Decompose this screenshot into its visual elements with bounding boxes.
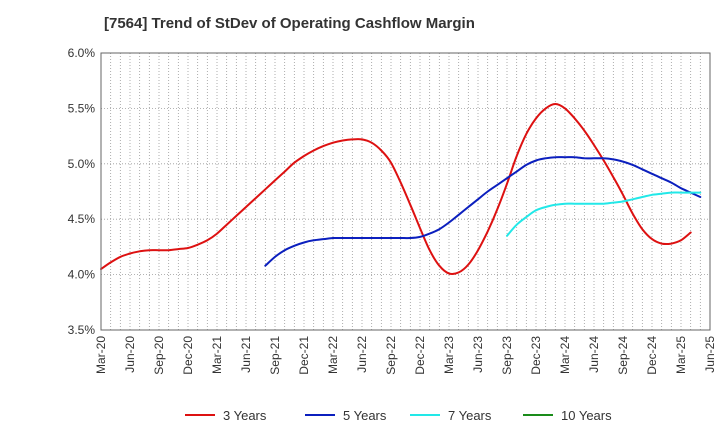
legend-label: 10 Years: [561, 408, 612, 423]
x-tick-label: Mar-21: [210, 336, 224, 374]
legend-item: 3 Years: [185, 408, 267, 423]
x-tick-label: Mar-22: [326, 336, 340, 374]
series-line-3-years: [100, 103, 692, 276]
legend: 3 Years 5 Years 7 Years 10 Years: [185, 408, 612, 423]
x-tick-label: Jun-23: [471, 336, 485, 373]
series-line-7-years: [506, 191, 702, 237]
x-tick-label: Sep-21: [268, 336, 282, 375]
x-tick-label: Jun-22: [355, 336, 369, 373]
x-tick-label: Jun-24: [587, 336, 601, 373]
x-tick-label: Sep-23: [500, 336, 514, 375]
x-tick-label: Dec-20: [181, 336, 195, 375]
y-tick-label: 4.5%: [68, 212, 96, 226]
axis-layer: 3.5% 4.0% 4.5% 5.0% 5.5% 6.0% Mar-20 Jun-20 Sep-…: [68, 46, 717, 375]
x-tick-label: Dec-21: [297, 336, 311, 375]
legend-label: 3 Years: [223, 408, 267, 423]
x-tick-label: Sep-22: [384, 336, 398, 375]
plot-frame: [100, 52, 711, 331]
x-tick-label: Sep-20: [152, 336, 166, 375]
y-tick-label: 5.5%: [68, 101, 96, 115]
x-tick-label: Mar-24: [558, 336, 572, 374]
series-line-5-years: [264, 156, 702, 267]
x-tick-label: Mar-25: [674, 336, 688, 374]
chart-title: [7564] Trend of StDev of Operating Cashf…: [104, 15, 475, 32]
legend-label: 5 Years: [343, 408, 387, 423]
x-tick-label: Dec-22: [413, 336, 427, 375]
legend-item: 7 Years: [410, 408, 492, 423]
legend-item: 5 Years: [305, 408, 387, 423]
x-tick-label: Mar-23: [442, 336, 456, 374]
x-tick-label: Jun-20: [123, 336, 137, 373]
x-tick-label: Dec-24: [645, 336, 659, 375]
series-layer: [100, 103, 702, 276]
x-tick-label: Jun-25: [703, 336, 717, 373]
x-tick-label: Dec-23: [529, 336, 543, 375]
y-tick-label: 6.0%: [68, 46, 96, 60]
y-tick-label: 3.5%: [68, 323, 96, 337]
legend-label: 7 Years: [448, 408, 492, 423]
x-tick-label: Sep-24: [616, 336, 630, 375]
x-tick-label: Mar-20: [94, 336, 108, 374]
legend-item: 10 Years: [523, 408, 612, 423]
y-tick-label: 5.0%: [68, 157, 96, 171]
y-tick-label: 4.0%: [68, 268, 96, 282]
x-tick-label: Jun-21: [239, 336, 253, 373]
